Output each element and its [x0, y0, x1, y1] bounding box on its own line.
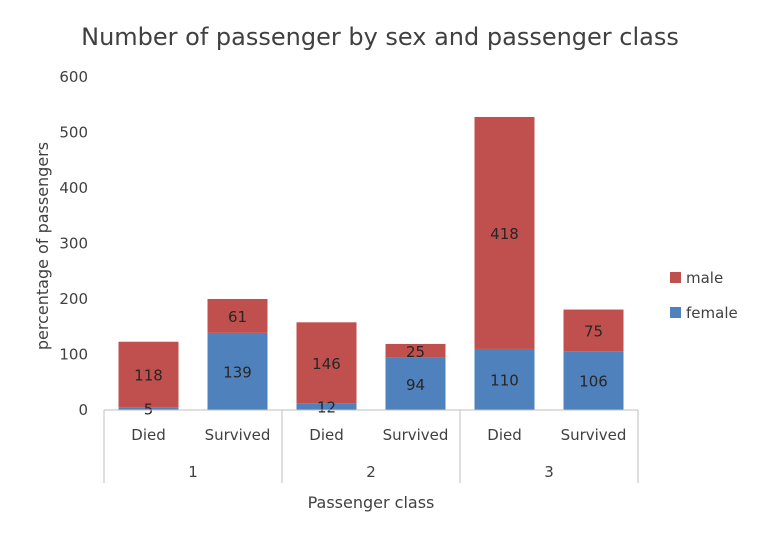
bar-male	[296, 322, 357, 404]
legend: male female	[670, 269, 738, 322]
x-tick-label: Died	[309, 426, 343, 444]
group-label: 2	[366, 463, 376, 481]
x-tick-label: Died	[487, 426, 521, 444]
y-tick-label: 600	[59, 68, 88, 86]
bar-female	[385, 357, 446, 410]
bar-male	[563, 309, 624, 352]
data-label-male: 61	[228, 308, 247, 326]
y-tick-label: 100	[59, 346, 88, 364]
legend-swatch-female	[670, 307, 681, 318]
legend-swatch-male	[670, 272, 681, 283]
y-tick-label: 300	[59, 235, 88, 253]
data-label-female: 12	[317, 399, 336, 417]
bars	[118, 116, 624, 410]
data-label-female: 106	[579, 373, 608, 391]
x-tick-label: Survived	[561, 426, 627, 444]
x-tick-label: Survived	[383, 426, 449, 444]
bar-male	[118, 341, 179, 408]
bar-female	[474, 348, 535, 410]
data-label-male: 118	[134, 366, 163, 384]
data-label-male: 418	[490, 225, 519, 243]
bar-female	[207, 332, 268, 410]
y-axis-ticks: 0 100 200 300 400 500 600	[59, 68, 88, 419]
y-tick-label: 400	[59, 179, 88, 197]
data-label-male: 25	[406, 343, 425, 361]
legend-label-female: female	[686, 304, 738, 322]
chart-title: Number of passenger by sex and passenger…	[81, 23, 679, 51]
bar-female	[296, 403, 357, 410]
y-tick-label: 0	[78, 401, 88, 419]
data-label-female: 139	[223, 363, 252, 381]
group-label: 1	[188, 463, 198, 481]
legend-label-male: male	[686, 269, 723, 287]
bar-male	[207, 299, 268, 333]
x-tick-label: Died	[131, 426, 165, 444]
data-label-male: 146	[312, 355, 341, 373]
y-tick-label: 200	[59, 290, 88, 308]
bar-female	[563, 351, 624, 410]
y-axis-title: percentage of passengers	[33, 142, 52, 350]
x-axis: Died Survived Died Survived Died Survived 1 2 3	[103, 409, 639, 483]
group-label: 3	[544, 463, 554, 481]
bar-male	[385, 343, 446, 358]
data-label-female: 110	[490, 371, 519, 389]
data-label-male: 75	[584, 322, 603, 340]
data-label-female: 94	[406, 376, 425, 394]
y-tick-label: 500	[59, 124, 88, 142]
x-axis-title: Passenger class	[308, 493, 435, 512]
x-tick-label: Survived	[205, 426, 271, 444]
bar-male	[474, 116, 535, 349]
bar-female	[118, 407, 179, 410]
